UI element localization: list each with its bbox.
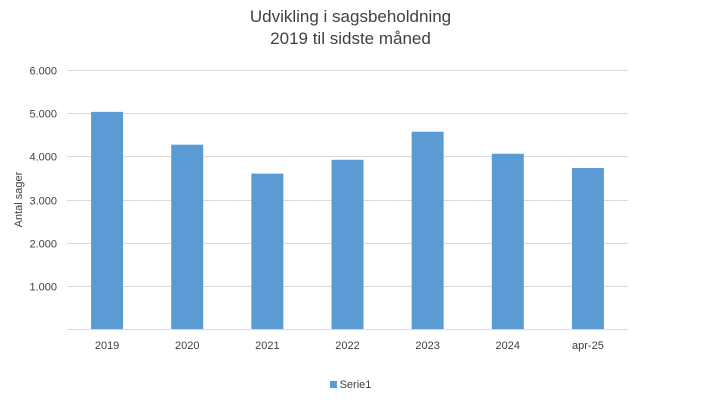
y-tick-label: 6.000 (29, 66, 57, 78)
x-tick-label: apr-25 (572, 340, 604, 352)
y-tick-label: 2.000 (29, 239, 57, 251)
y-tick-label: 5.000 (29, 109, 57, 121)
y-tick-label: 4.000 (29, 152, 57, 164)
x-tick-label: 2022 (335, 340, 359, 352)
x-tick-label: 2020 (175, 340, 199, 352)
bar-2020 (171, 144, 204, 329)
y-tick-label: 1.000 (29, 282, 57, 294)
bar-2021 (251, 173, 284, 329)
bar-apr-25 (571, 167, 604, 329)
y-tick-label: 3.000 (29, 196, 57, 208)
bars (91, 111, 604, 329)
chart-title-line-2: 2019 til sidste måned (270, 29, 431, 48)
x-tick-labels: 2019 2020 2021 2022 2023 2024 apr-25 (95, 340, 604, 352)
x-tick-label: 2023 (415, 340, 439, 352)
y-tick-labels: 1.000 2.000 3.000 4.000 5.000 6.000 (29, 66, 57, 294)
legend-swatch (329, 381, 337, 388)
legend: Serie1 (0, 379, 701, 391)
y-axis-title: Antal sager (13, 171, 25, 227)
legend-label-serie1: Serie1 (339, 379, 372, 391)
chart-title-line-1: Udvikling i sagsbeholdning (249, 7, 452, 26)
gridlines (67, 70, 628, 330)
bar-2024 (491, 153, 524, 329)
chart-title: Udvikling i sagsbeholdning 2019 til sids… (0, 6, 701, 50)
bar-2019 (91, 111, 124, 329)
bar-2023 (411, 131, 444, 329)
x-tick-label: 2021 (255, 340, 279, 352)
x-tick-label: 2024 (496, 340, 520, 352)
bar-2022 (331, 159, 364, 329)
x-tick-label: 2019 (95, 340, 119, 352)
